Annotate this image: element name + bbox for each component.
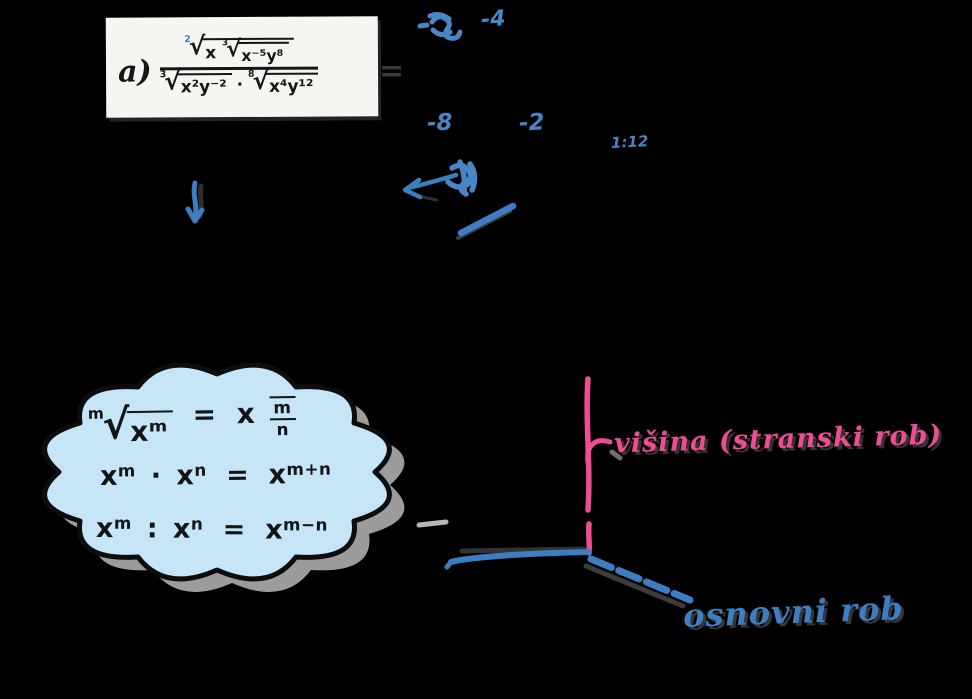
- denominator-radical-1: 3 √ x²y⁻²: [160, 65, 232, 97]
- problem-card: a) 2 √ x 3 √ x⁻⁵y⁸: [105, 16, 379, 118]
- radicand: x²y⁻²: [177, 72, 232, 97]
- radicand: x⁴y¹²: [265, 72, 319, 97]
- inner-radicand: x⁻⁵y⁸: [238, 41, 289, 65]
- note-minus8: -8: [426, 109, 454, 137]
- problem-fraction: 2 √ x 3 √ x⁻⁵y⁸ 3: [159, 30, 319, 97]
- fraction-numerator: 2 √ x 3 √ x⁻⁵y⁸: [184, 30, 294, 65]
- left-arrow: [402, 172, 459, 202]
- radical-sign: √: [164, 65, 181, 95]
- diagonal-stroke: [456, 202, 517, 240]
- equals-sign: =: [379, 54, 405, 89]
- base-edge-front: [444, 546, 592, 570]
- operator: :: [146, 513, 159, 545]
- down-arrow: [185, 180, 205, 224]
- denominator-radical-2: 8 √ x⁴y¹²: [248, 65, 319, 97]
- scribble-note-top: [417, 12, 463, 41]
- pink-pointer-curl: [585, 438, 613, 465]
- note-tiny: 1:12: [610, 132, 649, 152]
- equals: =: [192, 397, 217, 431]
- gray-dash: [416, 519, 449, 528]
- root-radicand: xᵐ: [126, 410, 174, 449]
- formula-root-rule: m √ xᵐ = x m n: [88, 395, 297, 452]
- outer-radical: 2 √ x 3 √ x⁻⁵y⁸: [184, 30, 294, 65]
- equals: =: [225, 459, 250, 491]
- base-edge-diagonal: [583, 555, 694, 609]
- fraction-denominator: 3 √ x²y⁻² · 8 √ x⁴y¹²: [160, 65, 319, 97]
- formula-product-rule: xm · xn = xm+n: [99, 458, 332, 493]
- inner-radical: 3 √ x⁻⁵y⁸: [222, 35, 289, 65]
- exponent-fraction: m n: [269, 395, 296, 440]
- operator: ·: [150, 460, 162, 492]
- numerator-pre: x: [205, 43, 217, 64]
- fraction-bar: [159, 66, 319, 70]
- radical-sign: √: [102, 400, 131, 449]
- radical-sign: √: [252, 65, 270, 95]
- note-minus4: -4: [480, 6, 507, 33]
- note-minus2: -2: [518, 109, 546, 137]
- scribble-blob: [445, 159, 478, 197]
- problem-label: a): [117, 53, 152, 90]
- multiply-dot: ·: [236, 74, 244, 95]
- radical-sign: √: [188, 30, 206, 60]
- radical-sign: √: [226, 35, 242, 62]
- base-edge-label: osnovni rob: [682, 589, 905, 635]
- formula-quotient-rule: xm : xn = xm−n: [95, 512, 329, 546]
- equals: =: [222, 514, 246, 546]
- pink-curl-shadow: [609, 449, 623, 461]
- base: x: [236, 396, 256, 431]
- pink-height-line: [584, 376, 613, 556]
- cloud-bubble: [42, 362, 392, 582]
